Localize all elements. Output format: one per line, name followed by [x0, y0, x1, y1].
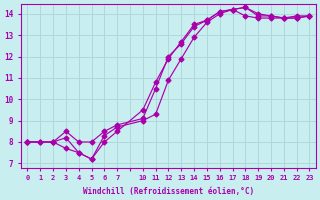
- X-axis label: Windchill (Refroidissement éolien,°C): Windchill (Refroidissement éolien,°C): [83, 187, 254, 196]
